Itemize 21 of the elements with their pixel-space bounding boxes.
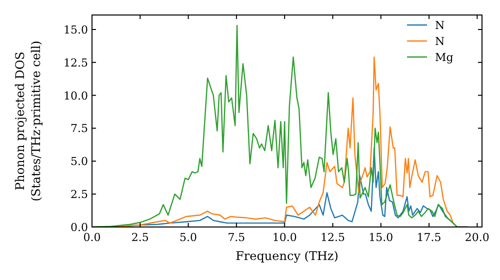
x-tick-label: 15.0 — [368, 231, 394, 244]
y-tick-label: 7.5 — [70, 122, 88, 136]
x-tick-label: 17.5 — [416, 231, 442, 244]
y-tick-label: 5.0 — [70, 155, 88, 168]
y-axis-title: Phonon projected DOS (States/THz·primitive cell) — [13, 40, 43, 202]
y-tick-label: 15.0 — [64, 23, 88, 36]
x-tick-label: 0.0 — [83, 231, 101, 244]
y-tick-label: 10.0 — [64, 89, 88, 102]
legend-label: N — [435, 35, 445, 48]
y-tick-label: 12.5 — [64, 56, 88, 70]
y-tick-label: 0.0 — [70, 221, 88, 234]
y-tick-label: 2.5 — [70, 188, 88, 202]
x-tick-label: 5.0 — [180, 231, 198, 244]
x-tick-label: 20.0 — [464, 231, 490, 244]
x-tick-label: 7.5 — [228, 231, 246, 244]
legend-label: Mg — [435, 51, 454, 64]
x-axis-title: Frequency (THz) — [236, 249, 338, 263]
x-tick-label: 10.0 — [272, 231, 297, 244]
legend-label: N — [435, 19, 445, 32]
x-tick-label: 12.5 — [320, 231, 345, 244]
x-tick-label: 2.5 — [131, 231, 149, 244]
